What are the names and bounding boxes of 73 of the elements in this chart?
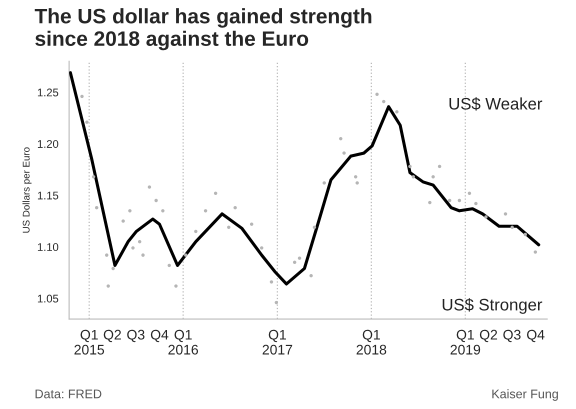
y-axis-title: US Dollars per Euro	[22, 147, 32, 233]
x-tick-label: Q4	[527, 330, 544, 342]
point	[128, 209, 132, 212]
y-tick-label: 1.05	[38, 294, 58, 303]
point	[106, 284, 110, 288]
annotation: US$ Weaker	[450, 97, 542, 111]
point	[448, 198, 452, 202]
point	[468, 192, 472, 195]
point	[375, 92, 379, 96]
point	[260, 246, 264, 250]
x-tick-label: Q2	[480, 330, 498, 342]
point	[105, 253, 108, 257]
point	[298, 256, 302, 260]
chart-title: The US dollar has gained strength since 2018 against the Euro	[34, 8, 372, 50]
line-series	[69, 71, 540, 286]
point	[309, 274, 313, 278]
x-tick-label: Q1 2015	[74, 330, 104, 355]
point	[148, 185, 152, 189]
point	[431, 175, 435, 178]
point	[504, 212, 508, 216]
point	[428, 200, 432, 204]
point	[312, 226, 316, 229]
x-tick-label: Q4	[150, 330, 168, 342]
point	[204, 209, 208, 212]
point	[322, 181, 326, 185]
point	[184, 253, 188, 257]
point	[250, 222, 254, 226]
x-tick-label: Q3	[127, 330, 144, 342]
point	[524, 232, 528, 236]
point	[458, 198, 462, 202]
point	[382, 100, 386, 104]
point	[214, 192, 218, 195]
point	[194, 230, 198, 234]
point	[274, 300, 278, 304]
point	[80, 94, 84, 98]
point	[356, 181, 359, 185]
point	[233, 206, 237, 210]
text: Kaiser Fung	[492, 389, 558, 401]
point	[154, 198, 158, 202]
point	[534, 250, 538, 254]
y-tick-label: 1.15	[38, 192, 58, 200]
point	[161, 209, 165, 212]
text: Data: FRED	[36, 390, 102, 398]
x-tick-label: Q1 2016	[168, 330, 198, 355]
annotation: US$ Stronger	[442, 298, 542, 314]
point	[141, 253, 145, 257]
point	[342, 151, 346, 155]
point	[270, 280, 274, 284]
point	[92, 175, 96, 178]
x-tick-label: Q3	[503, 330, 521, 342]
y-tick-label: 1.25	[38, 88, 58, 96]
x-tick-label: Q2	[104, 330, 121, 342]
y-tick-label: 1.10	[38, 243, 58, 252]
point	[510, 226, 514, 229]
point	[395, 110, 399, 114]
x-tick-label: Q1 2017	[262, 330, 292, 355]
point	[339, 136, 342, 140]
point	[121, 219, 125, 223]
point	[138, 240, 142, 244]
point	[168, 264, 171, 268]
point	[85, 120, 89, 124]
point	[292, 260, 296, 264]
point	[131, 246, 135, 250]
x-tick-label: Q1 2019	[450, 330, 480, 355]
point	[227, 226, 230, 229]
point	[111, 266, 115, 270]
x-tick-label: Q1 2018	[356, 330, 386, 355]
point	[438, 164, 442, 168]
point	[94, 206, 98, 210]
point	[412, 175, 416, 178]
point	[354, 175, 358, 178]
point	[474, 202, 478, 206]
y-tick-label: 1.20	[38, 140, 58, 148]
